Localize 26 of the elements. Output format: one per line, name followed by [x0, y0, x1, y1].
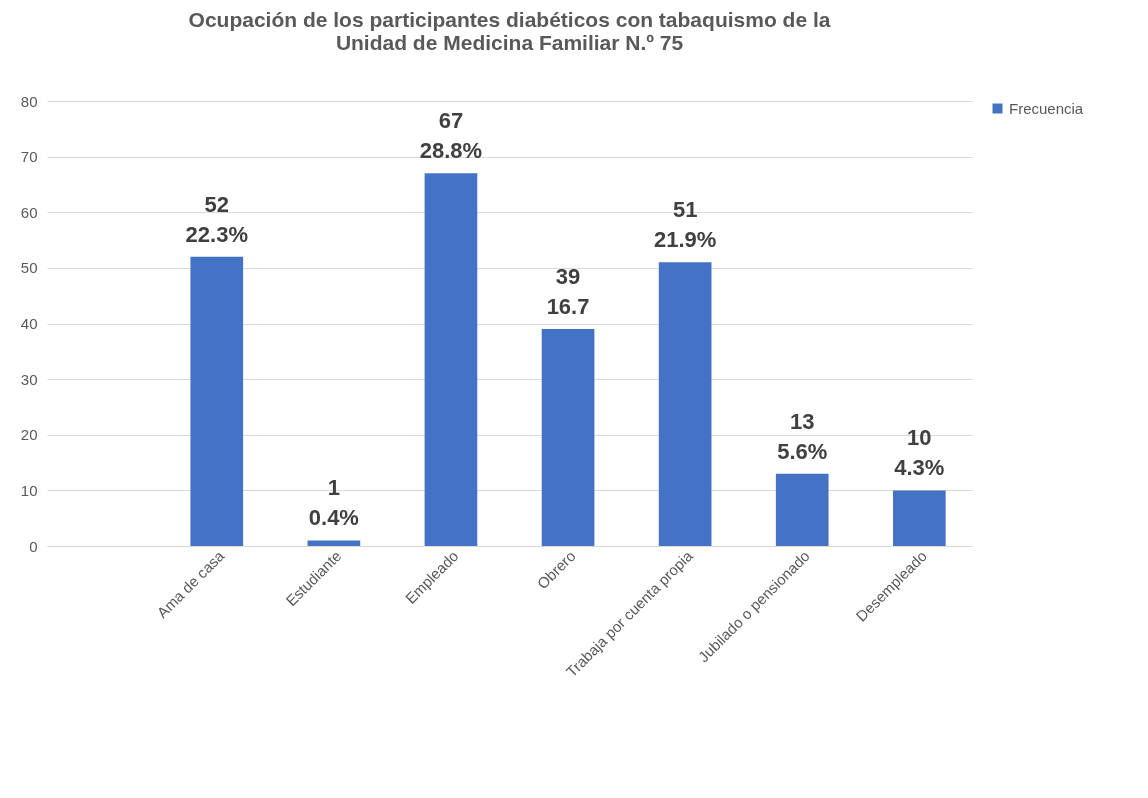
- y-tick-label: 10: [20, 481, 38, 499]
- bar: [424, 173, 478, 546]
- data-label: 52 22.3%: [185, 191, 248, 247]
- data-label: 39 16.7: [546, 264, 590, 320]
- text: Ocupación de los participantes diabéticos con tabaquismo de la: [188, 8, 831, 31]
- bar: [307, 540, 361, 546]
- bar: [775, 473, 829, 546]
- y-tick-label: 60: [20, 203, 38, 221]
- bar: [190, 256, 244, 546]
- y-tick-label: 0: [29, 537, 38, 555]
- data-label: 13 5.6%: [777, 408, 828, 464]
- y-tick-label: 30: [20, 370, 38, 388]
- data-label: 10 4.3%: [894, 425, 945, 481]
- text: Unidad de Medicina Familiar N.º 75: [335, 31, 684, 54]
- y-tick-label: 20: [20, 426, 38, 444]
- bar: [892, 490, 946, 546]
- y-tick-label: 70: [20, 148, 38, 166]
- y-tick-label: 50: [20, 259, 38, 277]
- y-tick-label: 40: [20, 315, 38, 332]
- data-label: 51 21.9%: [653, 197, 717, 253]
- data-label: 67 28.8%: [419, 108, 483, 164]
- bar: [541, 329, 595, 546]
- y-tick-label: 80: [20, 92, 38, 110]
- data-label: 1 0.4%: [308, 475, 359, 531]
- legend-label: Frecuencia: [1009, 99, 1084, 117]
- bar: [658, 262, 712, 546]
